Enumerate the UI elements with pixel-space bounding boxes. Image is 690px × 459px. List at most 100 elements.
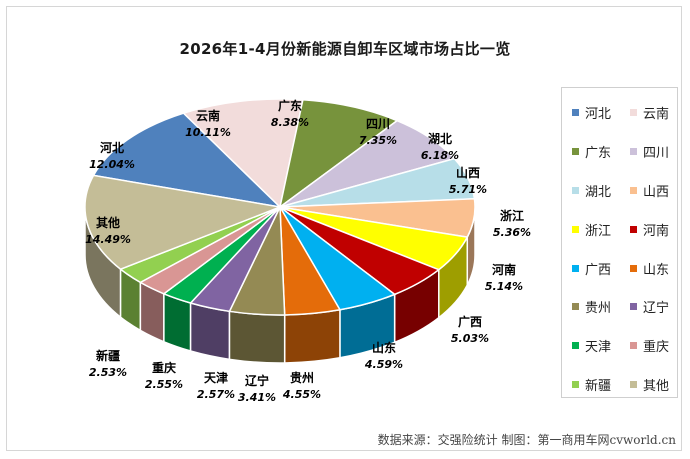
- legend-swatch: [630, 342, 637, 350]
- slice-1-label-name: 河北: [99, 140, 124, 155]
- slice-3-label-name: 广东: [278, 98, 302, 113]
- slice-14-label: 重庆 2.55%: [145, 360, 183, 391]
- legend-item-3: 广东: [562, 132, 620, 171]
- slice-4-label-value: 7.35%: [359, 134, 397, 147]
- slice-16-label: 其他 14.49%: [85, 215, 131, 246]
- slice-6-label: 山西 5.71%: [449, 165, 487, 196]
- legend-label: 广西: [585, 262, 612, 278]
- slice-16-label-name: 其他: [96, 215, 120, 230]
- legend-label: 河南: [643, 223, 670, 239]
- slice-7-label: 浙江 5.36%: [493, 208, 531, 239]
- slice-14-label-name: 重庆: [152, 360, 176, 375]
- slice-5-label-name: 湖北: [428, 131, 452, 146]
- slice-14-label-value: 2.55%: [145, 378, 183, 391]
- slice-1-label-value: 12.04%: [89, 158, 135, 171]
- slice-10-label-name: 山东: [372, 340, 396, 355]
- data-labels: 河北 12.04% 云南 10.11% 广东 8.38% 四川 7.35% 湖北 6.18% 山西 5…: [85, 98, 531, 404]
- slice-3: [278, 98, 399, 209]
- legend-label: 山东: [643, 262, 670, 278]
- source-note: 数据来源：交强险统计 制图：第一商用车网cvworld.cn: [377, 433, 676, 447]
- legend-swatch: [572, 225, 579, 233]
- legend-swatch: [572, 303, 579, 311]
- slice-12-label: 辽宁 3.41%: [238, 373, 276, 404]
- legend-item-2: 云南: [620, 93, 678, 132]
- legend-label: 山西: [643, 184, 670, 200]
- slice-9-label-value: 5.03%: [451, 332, 489, 345]
- legend-label: 辽宁: [643, 301, 670, 317]
- legend-item-1: 河北: [562, 93, 620, 132]
- legend-label: 浙江: [585, 223, 612, 239]
- slice-15-label-name: 新疆: [96, 348, 120, 363]
- slice-3-label-value: 8.38%: [271, 116, 309, 129]
- legend-label: 新疆: [585, 379, 612, 395]
- slice-7-label-name: 浙江: [500, 208, 524, 223]
- slice-4-label-name: 四川: [366, 117, 390, 131]
- legend-item-10: 山东: [620, 249, 678, 288]
- slice-1-label: 河北 12.04%: [89, 140, 135, 171]
- legend-item-8: 河南: [620, 210, 678, 249]
- slice-9-label: 广西 5.03%: [451, 314, 489, 345]
- slice-13-label: 天津 2.57%: [197, 370, 235, 401]
- legend-swatch: [572, 186, 579, 194]
- legend-item-11: 贵州: [562, 287, 620, 326]
- slice-10-side: [283, 308, 341, 364]
- slice-15-label-value: 2.53%: [89, 366, 127, 379]
- slice-10-label-value: 4.59%: [364, 358, 403, 371]
- legend-label: 其他: [643, 379, 670, 395]
- slice-16-label-value: 14.49%: [85, 233, 131, 246]
- slice-5-label: 湖北 6.18%: [421, 131, 459, 162]
- slice-8-label-value: 5.14%: [485, 280, 523, 293]
- slice-2-label: 云南 10.11%: [185, 108, 231, 139]
- slice-2: [182, 98, 304, 209]
- slice-13-label-value: 2.57%: [197, 388, 235, 401]
- legend-label: 四川: [643, 145, 670, 161]
- slice-4-label: 四川 7.35%: [359, 117, 397, 147]
- legend-swatch: [572, 147, 579, 155]
- slice-8-label-name: 河南: [491, 262, 516, 277]
- legend-item-15: 新疆: [562, 365, 620, 404]
- slice-12-side: [189, 301, 231, 361]
- slice-9-label-name: 广西: [458, 314, 482, 329]
- legend-label: 云南: [643, 106, 670, 122]
- legend-label: 广东: [585, 145, 612, 161]
- slice-10-label: 山东 4.59%: [364, 340, 403, 371]
- slice-11-label-name: 贵州: [290, 370, 314, 385]
- legend-item-5: 湖北: [562, 171, 620, 210]
- legend-swatch: [572, 108, 579, 116]
- slice-13-label-name: 天津: [204, 370, 228, 385]
- slice-11-side: [228, 310, 286, 364]
- legend-swatch: [572, 342, 579, 350]
- legend-label: 重庆: [643, 340, 670, 356]
- slice-12-label-name: 辽宁: [245, 373, 269, 388]
- legend-swatch: [630, 147, 637, 155]
- chart-title: 2026年1-4月份新能源自卸车区域市场占比一览: [179, 40, 511, 58]
- slice-7-label-value: 5.36%: [493, 226, 531, 239]
- slice-3-label: 广东 8.38%: [271, 98, 309, 129]
- legend-item-13: 天津: [562, 326, 620, 365]
- slice-11-label-value: 4.55%: [282, 388, 321, 401]
- slice-8-label: 河南 5.14%: [485, 262, 523, 293]
- slice-5-label-value: 6.18%: [421, 149, 459, 162]
- legend-swatch: [630, 186, 637, 194]
- slice-12-label-value: 3.41%: [238, 391, 276, 404]
- slice-2-label-name: 云南: [196, 108, 220, 123]
- legend-item-7: 浙江: [562, 210, 620, 249]
- legend-swatch: [572, 381, 579, 389]
- legend-swatch: [630, 381, 637, 389]
- legend-label: 天津: [585, 340, 612, 356]
- legend-grid: 河北 云南广东 四川湖北 山西浙江 河南广西 山东贵州 辽宁天津 重庆新疆 其他: [562, 88, 677, 404]
- pie-slices: [84, 98, 476, 316]
- slice-11-label: 贵州 4.55%: [282, 370, 321, 401]
- slice-2-label-value: 10.11%: [185, 126, 231, 139]
- legend-label: 贵州: [585, 301, 612, 317]
- legend-item-16: 其他: [620, 365, 678, 404]
- legend-swatch: [630, 225, 637, 233]
- slice-15-label: 新疆 2.53%: [89, 348, 127, 379]
- legend-swatch: [630, 303, 637, 311]
- legend-item-14: 重庆: [620, 326, 678, 365]
- legend-label: 河北: [585, 106, 612, 122]
- slice-6-label-value: 5.71%: [449, 183, 487, 196]
- legend-item-12: 辽宁: [620, 287, 678, 326]
- slice-16: [84, 174, 283, 271]
